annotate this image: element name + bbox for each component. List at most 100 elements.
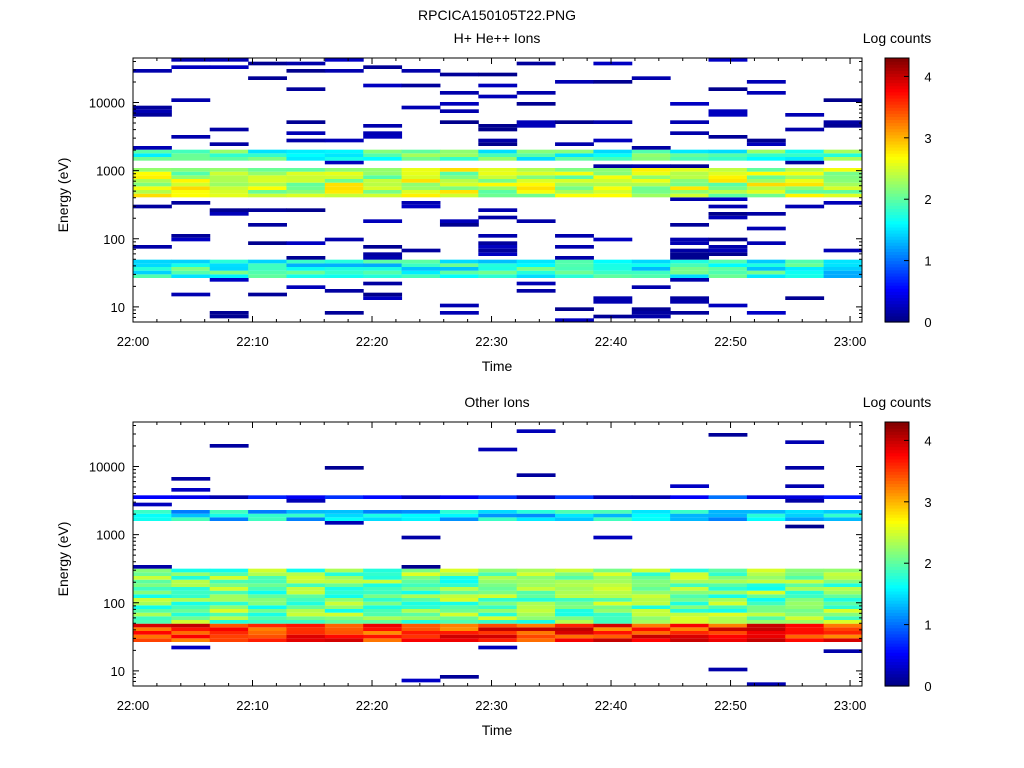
colorbar-swatch: [885, 251, 909, 256]
spectrogram-cell: [324, 171, 364, 176]
colorbar: 0 1 2 3 4: [884, 421, 932, 694]
spectrogram-cell: [785, 193, 825, 198]
spectrogram-cell: [324, 623, 364, 628]
spectrogram-cell: [670, 131, 710, 135]
spectrogram-cell: [171, 98, 211, 102]
colorbar-swatch: [885, 119, 909, 124]
colorbar-swatch: [885, 455, 909, 460]
spectrogram-cell: [593, 517, 633, 521]
spectrogram-cell: [516, 190, 556, 194]
spectrogram-cell: [708, 638, 748, 642]
colorbar-swatch: [885, 232, 909, 237]
spectrogram-cell: [286, 270, 326, 275]
spectrogram-cell: [746, 142, 786, 146]
spectrogram-cell: [401, 634, 441, 639]
spectrogram-cell: [708, 517, 748, 521]
colorbar-swatch: [885, 174, 909, 179]
spectrogram-cell: [171, 638, 211, 642]
spectrogram-cell: [593, 267, 633, 271]
colorbar-swatch: [885, 143, 909, 148]
spectrogram-cell: [555, 153, 594, 157]
spectrogram-cell: [248, 495, 287, 499]
y-tick-label: 1000: [96, 528, 125, 543]
spectrogram-cell: [248, 572, 287, 576]
spectrogram-cell: [209, 572, 249, 576]
spectrogram-cell: [401, 171, 441, 176]
spectrogram-cell: [286, 572, 326, 576]
spectrogram-cell: [785, 499, 825, 503]
spectrogram-cell: [555, 318, 594, 322]
spectrogram-cell: [286, 513, 326, 518]
spectrogram-cell: [439, 513, 479, 518]
spectrogram-cell: [401, 678, 441, 683]
spectrogram-cell: [593, 120, 633, 124]
colorbar-swatch: [885, 511, 909, 515]
spectrogram-cell: [785, 605, 825, 609]
spectrogram-cell: [401, 590, 441, 595]
spectrogram-cell: [248, 175, 287, 179]
colorbar-swatch: [885, 486, 909, 491]
spectrogram-cell: [555, 80, 594, 84]
spectrogram-cell: [516, 274, 556, 278]
colorbar-swatch: [885, 294, 909, 299]
spectrogram-cell: [708, 601, 748, 606]
spectrogram-cell: [401, 83, 441, 88]
spectrogram-cell: [555, 179, 594, 183]
spectrogram-cell: [324, 157, 364, 161]
spectrogram-cell: [363, 256, 403, 260]
spectrogram-cell: [133, 510, 172, 514]
spectrogram-cell: [248, 517, 287, 521]
colorbar-swatch: [885, 652, 909, 656]
colorbar-swatch: [885, 263, 909, 268]
y-axis-label: Energy (eV): [55, 522, 71, 597]
spectrogram-cell: [708, 175, 748, 179]
spectrogram-cell: [708, 252, 748, 256]
spectrogram-cell: [516, 620, 556, 624]
spectrogram-cell: [248, 190, 287, 194]
spectrogram-cell: [209, 605, 249, 609]
colorbar-swatch: [885, 226, 909, 231]
spectrogram-cell: [670, 175, 710, 179]
spectrogram-cell: [363, 616, 403, 620]
colorbar-swatch: [885, 504, 909, 509]
spectrogram-cell: [324, 517, 364, 521]
spectrogram-cell: [708, 274, 748, 278]
spectrogram-cell: [171, 201, 211, 205]
spectrogram-cell: [670, 634, 710, 639]
spectrogram-cell: [631, 590, 671, 595]
colorbar-swatch: [885, 440, 909, 445]
spectrogram-cell: [363, 590, 403, 595]
spectrogram-cell: [746, 616, 786, 620]
spectrogram-cell: [363, 510, 403, 514]
spectrogram-cell: [785, 513, 825, 518]
spectrogram-cell: [248, 612, 287, 617]
spectrogram-cell: [516, 594, 556, 598]
spectrogram-cell: [670, 605, 710, 609]
spectrogram-cell: [823, 193, 863, 198]
spectrogram-cell: [708, 590, 748, 595]
spectrogram-cell: [670, 267, 710, 271]
spectrogram-cell: [478, 175, 518, 179]
spectrogram-cell: [670, 568, 710, 573]
spectrogram-cell: [363, 131, 403, 135]
colorbar-swatch: [885, 242, 909, 246]
colorbar: 0 1 2 3 4: [884, 57, 932, 330]
spectrogram-cell: [670, 179, 710, 183]
spectrogram-cell: [785, 267, 825, 271]
colorbar-swatch: [885, 248, 909, 252]
spectrogram-cell: [363, 281, 403, 286]
spectrogram-cell: [478, 124, 518, 128]
x-tick-label: 23:00: [834, 334, 867, 349]
spectrogram-cell: [746, 153, 786, 157]
spectrogram-cell: [478, 627, 518, 631]
spectrogram-cell: [516, 153, 556, 157]
spectrogram-cell: [746, 638, 786, 642]
colorbar-swatch: [885, 532, 909, 537]
spectrogram-cell: [631, 274, 671, 278]
spectrogram-cell: [401, 572, 441, 576]
spectrogram-cell: [363, 620, 403, 624]
spectrogram-cell: [708, 215, 748, 220]
spectrogram-cell: [478, 638, 518, 642]
spectrogram-cell: [593, 634, 633, 639]
spectrogram-cell: [324, 510, 364, 514]
